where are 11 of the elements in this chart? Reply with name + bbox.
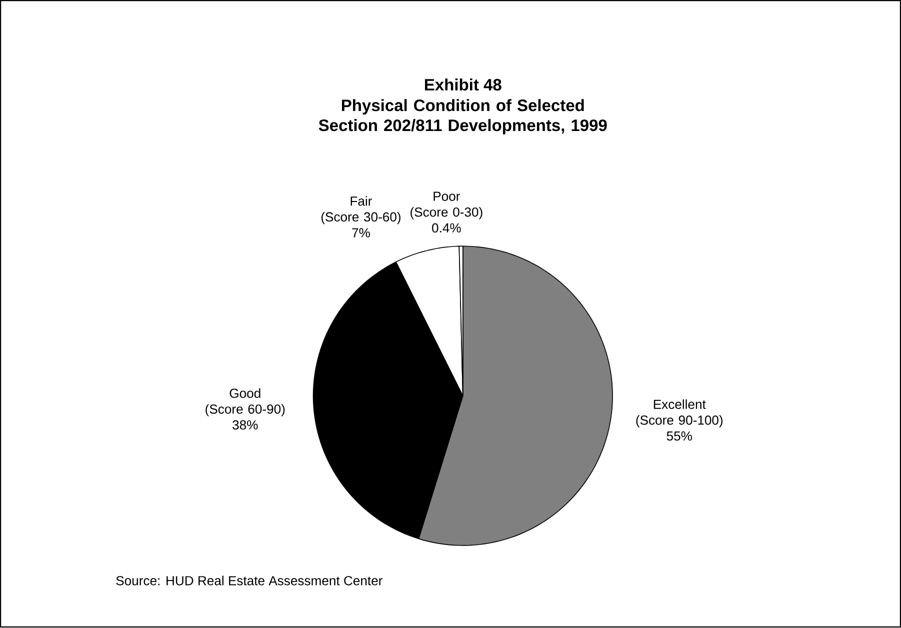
chart-title: Exhibit 48 [424, 78, 502, 91]
data-label: 7% [352, 228, 370, 238]
slice-label: Excellent (Score 90-100) [636, 400, 722, 428]
slice-label: Good (Score 60-90) [206, 388, 285, 417]
source-note: Source: HUD Real Estate Assessment Center [116, 576, 382, 586]
slice-label: Fair (Score 30-60) [321, 196, 400, 224]
slice-label: Poor (Score 0-30) [410, 192, 482, 220]
data-label: 0.4% [432, 224, 461, 233]
data-label: 38% [232, 420, 258, 430]
chart-subtitle: Physical Condition of Selected Section 202/811 Developments, 1999 [318, 99, 607, 135]
data-label: 55% [666, 432, 692, 441]
